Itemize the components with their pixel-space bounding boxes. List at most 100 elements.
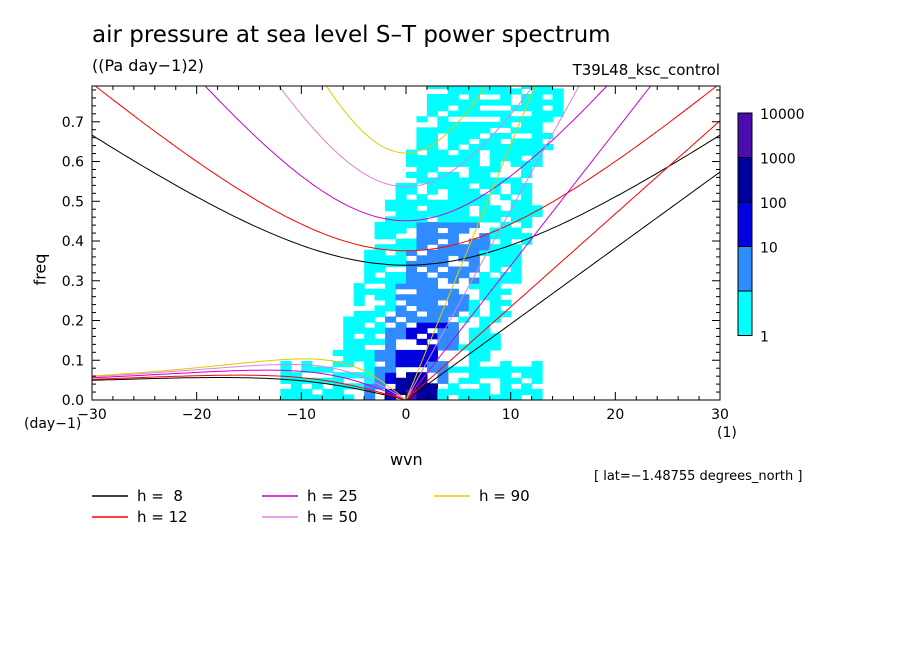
heatmap-cell — [437, 99, 449, 106]
heatmap-cell — [521, 238, 533, 245]
heatmap-cell — [500, 372, 512, 379]
heatmap-cell — [468, 188, 480, 195]
heatmap-cell — [437, 105, 449, 112]
heatmap-cell — [489, 316, 501, 323]
heatmap-cell — [531, 155, 543, 162]
heatmap-cell — [542, 144, 554, 151]
heatmap-cell — [426, 155, 438, 162]
heatmap-cell — [395, 182, 407, 190]
heatmap-cell — [364, 249, 376, 256]
heatmap-cell — [468, 121, 480, 128]
heatmap-cell — [385, 288, 397, 295]
legend-label: h = 8 — [137, 487, 183, 505]
heatmap-cell — [406, 249, 418, 256]
heatmap-cell — [531, 105, 543, 112]
heatmap-cell — [447, 221, 459, 229]
heatmap-cell — [447, 199, 459, 206]
heatmap-cell — [437, 361, 449, 368]
heatmap-cell — [290, 383, 302, 390]
heatmap-cell — [521, 86, 533, 89]
heatmap-cell — [301, 388, 313, 396]
heatmap-cell — [406, 199, 418, 206]
heatmap-cell — [426, 305, 438, 312]
heatmap-cell — [458, 160, 470, 167]
heatmap-cell — [542, 132, 554, 140]
heatmap-cell — [521, 166, 533, 173]
heatmap-cell — [510, 366, 522, 373]
heatmap-cell — [479, 238, 491, 245]
heatmap-cell — [458, 194, 470, 201]
heatmap-cell — [521, 366, 533, 373]
heatmap-cell — [447, 171, 459, 179]
heatmap-cell — [468, 127, 480, 134]
heatmap-cell — [343, 344, 355, 351]
heatmap-cell — [510, 160, 522, 167]
heatmap-cell — [426, 316, 438, 323]
heatmap-cell — [385, 333, 397, 340]
heatmap-cell — [374, 288, 386, 295]
chart-units: ((Pa day−1)2) — [92, 56, 204, 75]
heatmap-cell — [395, 294, 407, 301]
heatmap-cell — [447, 277, 459, 284]
heatmap-cell — [479, 88, 491, 95]
heatmap-cell — [406, 171, 418, 179]
heatmap-cell — [437, 322, 449, 329]
heatmap-cell — [447, 322, 459, 329]
heatmap-cell — [364, 377, 376, 384]
heatmap-cell — [426, 266, 438, 273]
heatmap-cell — [468, 310, 480, 318]
heatmap-cell — [385, 299, 397, 307]
heatmap-cell — [301, 361, 313, 368]
heatmap-cell — [364, 355, 376, 362]
heatmap-cells — [280, 86, 564, 400]
heatmap-cell — [489, 166, 501, 173]
heatmap-cell — [416, 238, 428, 245]
heatmap-cell — [395, 377, 407, 384]
heatmap-cell — [542, 86, 554, 89]
heatmap-cell — [510, 272, 522, 279]
heatmap-cell — [290, 394, 302, 400]
heatmap-cell — [416, 199, 428, 206]
heatmap-cell — [416, 155, 428, 162]
heatmap-cell — [447, 194, 459, 201]
heatmap-cell — [385, 227, 397, 234]
heatmap-cell — [426, 182, 438, 190]
y-tick-label: 0.1 — [62, 353, 84, 369]
heatmap-cell — [458, 132, 470, 140]
heatmap-cell — [437, 333, 449, 340]
heatmap-cell — [395, 388, 407, 396]
heatmap-cell — [353, 383, 365, 390]
heatmap-cell — [385, 377, 397, 384]
heatmap-cell — [510, 149, 522, 156]
heatmap-cell — [406, 188, 418, 195]
heatmap-cell — [521, 383, 533, 390]
heatmap-cell — [280, 394, 292, 400]
heatmap-cell — [552, 105, 564, 112]
heatmap-cell — [447, 294, 459, 301]
heatmap-cell — [479, 394, 491, 400]
rossby-wave-curve — [92, 377, 407, 400]
heatmap-cell — [510, 244, 522, 251]
heatmap-cell — [395, 283, 407, 290]
heatmap-cell — [437, 160, 449, 167]
heatmap-cell — [531, 121, 543, 128]
heatmap-cell — [458, 216, 470, 223]
heatmap-cell — [343, 333, 355, 340]
heatmap-cell — [447, 383, 459, 390]
heatmap-cell — [416, 194, 428, 201]
heatmap-cell — [552, 110, 564, 117]
heatmap-cell — [489, 299, 501, 307]
heatmap-cell — [500, 383, 512, 390]
heatmap-cell — [374, 355, 386, 362]
heatmap-cell — [374, 266, 386, 273]
heatmap-cell — [406, 333, 418, 340]
heatmap-cell — [521, 93, 533, 101]
heatmap-cell — [458, 188, 470, 195]
heatmap-cell — [531, 93, 543, 101]
heatmap-cell — [426, 93, 438, 101]
heatmap-cell — [458, 127, 470, 134]
heatmap-cell — [542, 88, 554, 95]
heatmap-cell — [395, 210, 407, 217]
colorbar-swatch — [737, 112, 753, 158]
heatmap-cell — [521, 210, 533, 217]
